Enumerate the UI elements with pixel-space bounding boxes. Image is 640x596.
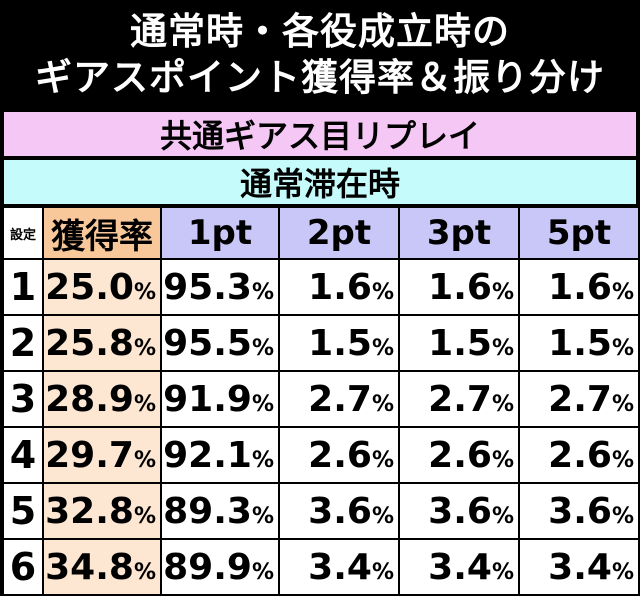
pt2-cell: 3.4% (278, 538, 400, 596)
pt5-cell: 1.5% (518, 314, 640, 372)
pt2-cell: 2.7% (278, 370, 400, 428)
pt3-cell: 3.6% (398, 482, 520, 540)
pt3-cell: 1.5% (398, 314, 520, 372)
rate-cell: 25.8% (42, 314, 162, 372)
rate-table: 設定 獲得率 1pt 2pt 3pt 5pt 1 25.0% 95.3% 1.6… (2, 206, 640, 596)
setting-cell: 2 (2, 314, 44, 372)
rate-cell: 34.8% (42, 538, 162, 596)
title-line-1: 通常時・各役成立時の (130, 10, 510, 53)
pt2-cell: 1.5% (278, 314, 400, 372)
page-title: 通常時・各役成立時の ギアスポイント獲得率＆振り分け (0, 0, 640, 110)
rate-cell: 32.8% (42, 482, 162, 540)
pt5-cell: 3.6% (518, 482, 640, 540)
pt1-cell: 92.1% (160, 426, 280, 484)
table-header-row: 設定 獲得率 1pt 2pt 3pt 5pt (2, 206, 640, 260)
table-row: 6 34.8% 89.9% 3.4% 3.4% 3.4% (2, 538, 640, 596)
header-rate: 獲得率 (42, 206, 162, 260)
header-setting: 設定 (2, 206, 44, 260)
pt1-cell: 95.5% (160, 314, 280, 372)
header-5pt: 5pt (518, 206, 640, 260)
pt5-cell: 2.6% (518, 426, 640, 484)
setting-cell: 3 (2, 370, 44, 428)
table-row: 4 29.7% 92.1% 2.6% 2.6% 2.6% (2, 426, 640, 484)
rate-cell: 29.7% (42, 426, 162, 484)
pt1-cell: 89.3% (160, 482, 280, 540)
pt3-cell: 3.4% (398, 538, 520, 596)
subsection-header: 通常滞在時 (2, 158, 638, 206)
setting-cell: 4 (2, 426, 44, 484)
pt5-cell: 1.6% (518, 258, 640, 316)
pt2-cell: 3.6% (278, 482, 400, 540)
table-row: 2 25.8% 95.5% 1.5% 1.5% 1.5% (2, 314, 640, 372)
pt5-cell: 3.4% (518, 538, 640, 596)
table-row: 3 28.9% 91.9% 2.7% 2.7% 2.7% (2, 370, 640, 428)
table-row: 5 32.8% 89.3% 3.6% 3.6% 3.6% (2, 482, 640, 540)
header-3pt: 3pt (398, 206, 520, 260)
pt3-cell: 2.7% (398, 370, 520, 428)
pt5-cell: 2.7% (518, 370, 640, 428)
title-line-2: ギアスポイント獲得率＆振り分け (35, 56, 605, 99)
setting-cell: 6 (2, 538, 44, 596)
setting-cell: 5 (2, 482, 44, 540)
rate-cell: 25.0% (42, 258, 162, 316)
table-row: 1 25.0% 95.3% 1.6% 1.6% 1.6% (2, 258, 640, 316)
pt3-cell: 2.6% (398, 426, 520, 484)
pt1-cell: 89.9% (160, 538, 280, 596)
pt2-cell: 1.6% (278, 258, 400, 316)
header-1pt: 1pt (160, 206, 280, 260)
section-header: 共通ギアス目リプレイ (2, 110, 638, 158)
pt2-cell: 2.6% (278, 426, 400, 484)
setting-cell: 1 (2, 258, 44, 316)
pt1-cell: 95.3% (160, 258, 280, 316)
header-2pt: 2pt (278, 206, 400, 260)
rate-cell: 28.9% (42, 370, 162, 428)
pt1-cell: 91.9% (160, 370, 280, 428)
pt3-cell: 1.6% (398, 258, 520, 316)
